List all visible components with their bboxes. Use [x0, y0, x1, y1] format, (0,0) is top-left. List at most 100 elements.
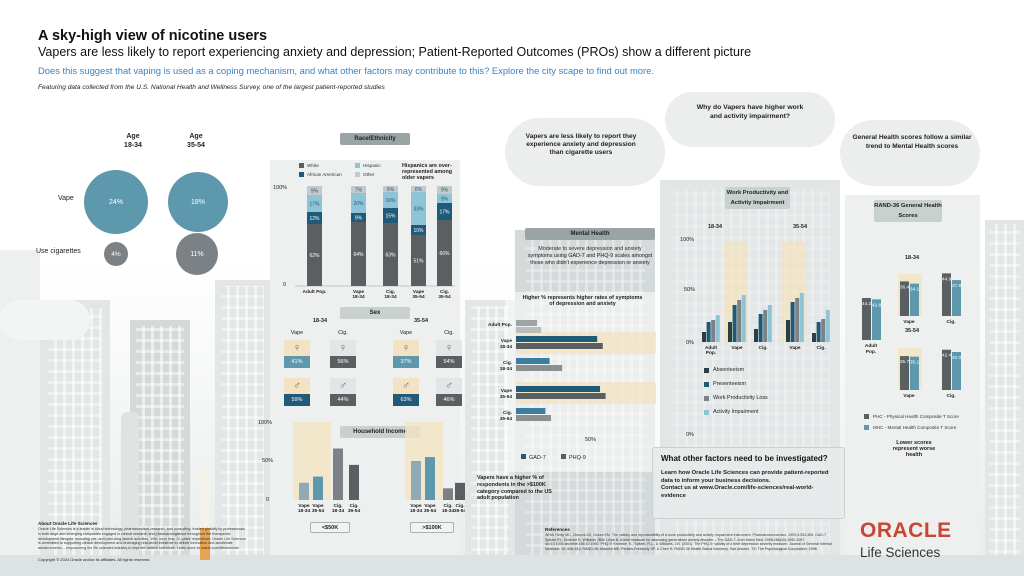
mental-tag: Mental Health [525, 228, 655, 240]
refs-body: WHAI Reilly MC, Zbrozek AS, Dukes EM. Th… [545, 533, 832, 552]
income-category: Cig. [443, 503, 452, 509]
income-category: Cig. [349, 503, 358, 509]
female-icon: ♀ [284, 340, 310, 356]
factors-body: Learn how Oracle Life Sciences can provi… [661, 470, 829, 484]
row-label-cigarettes: Use cigarettes [36, 248, 81, 255]
race-category-sub: 18-34 [352, 294, 365, 298]
legend-swatch-african-american [299, 172, 304, 177]
race-bar-label: 66% [439, 251, 450, 257]
about-head: About Oracle Life Sciences [38, 521, 98, 526]
race-bar-segment [307, 212, 322, 224]
race-bar-segment [411, 225, 426, 235]
factors-contact[interactable]: Contact us at www.Oracle.com/life-scienc… [661, 485, 836, 500]
income-bar [425, 457, 435, 500]
contact-link[interactable]: Contact us at www.Oracle.com/life-scienc… [661, 485, 814, 499]
mental-category: 18-34 [500, 366, 513, 372]
race-category: Vape [353, 289, 365, 295]
health-note: Lower scores represent worse health [892, 440, 936, 458]
work-axis-mid: 50% [684, 287, 696, 293]
work-bar [732, 305, 737, 342]
health-group-1834: 18-34 [904, 255, 920, 261]
race-bar-segment [411, 235, 426, 286]
building [985, 220, 1024, 576]
race-callout: Hispanics are over-represented among old… [402, 163, 453, 181]
work-category-sub: Pop. [706, 350, 716, 356]
legend-work-item: Absenteeism [713, 367, 745, 373]
income-category-sub: 35-54 [454, 508, 465, 514]
income-axis-bottom: 0 [266, 497, 270, 503]
race-bar-segment [437, 220, 452, 286]
legend-swatch-work [704, 368, 709, 373]
cloud [0, 300, 90, 340]
row-label-vape: Vape [58, 195, 74, 202]
sex-col-vape: Vape [399, 330, 413, 336]
age-range: 35-54 [187, 142, 205, 149]
race-bar-label: 16% [385, 198, 396, 204]
legend-african-american: African American [307, 172, 342, 177]
legend-swatch-work [704, 396, 709, 401]
race-bar-label: 51% [413, 259, 424, 265]
health-value: 35.7 [900, 359, 910, 365]
income-category: Vape [410, 503, 422, 509]
work-cloud-text: Why do Vapers have higher work and activ… [696, 104, 804, 120]
work-bar [758, 314, 763, 342]
mental-category: 35-54 [500, 394, 513, 400]
health-bar-mhc [910, 356, 919, 390]
legend-swatch-work [704, 382, 709, 387]
health-value: 40.0 [952, 355, 962, 361]
income-bar [299, 482, 309, 500]
oracle-life-sciences: Life Sciences [860, 545, 941, 560]
bubble-cig-3554: 11% [176, 233, 218, 275]
income-category-sub: 35-54 [424, 508, 437, 514]
health-category: Adult [865, 343, 878, 349]
race-bar-segment [437, 186, 452, 194]
race-bar-label: 6% [415, 187, 423, 193]
health-bar-phc [942, 349, 951, 390]
mental-category: Vape [501, 388, 513, 394]
vape-pen-illustration [121, 412, 139, 562]
about-body: Oracle Life Sciences is a leader in clou… [38, 527, 247, 551]
legend-swatch-hispanic [355, 163, 360, 168]
mental-bar-phq9 [516, 327, 542, 333]
income-axis-mid: 50% [262, 458, 274, 464]
legend-swatch-phq9 [561, 454, 566, 459]
work-bar [741, 295, 746, 342]
mental-category: Vape [501, 338, 513, 344]
work-category: Cig. [758, 345, 767, 351]
male-1834-vape: 59% [284, 394, 310, 406]
female-1834-cig: 56% [330, 356, 356, 368]
female-icon: ♀ [330, 340, 356, 356]
race-bar-label: 12% [309, 216, 320, 222]
race-category: Vape [413, 289, 425, 295]
legend-swatch-other [355, 172, 360, 177]
income-tag-50k: <$50K [310, 522, 350, 533]
mental-cloud-text: Vapers are less likely to report they ex… [525, 133, 637, 157]
page-note: Featuring data collected from the U.S. N… [38, 84, 385, 91]
health-value: 36.4 [900, 284, 910, 290]
income-bar [313, 476, 323, 500]
race-bar-segment [307, 186, 322, 195]
income-tag: Household Income [340, 426, 420, 438]
income-category-sub: 35-54 [348, 508, 361, 514]
income-category-sub: 18-34 [332, 508, 345, 514]
health-category: Cig. [946, 319, 955, 325]
page-subtitle: Vapers are less likely to report experie… [38, 45, 752, 59]
income-category: Cig. [455, 503, 464, 509]
male-icon: ♂ [393, 378, 419, 394]
health-value: 35.1 [910, 360, 920, 366]
mental-desc: Moderate to severe depression and anxiet… [527, 246, 653, 267]
race-bar-segment [411, 192, 426, 225]
race-chart: 62%12%17%9%Adult Pop.64%9%20%7%Vape18-34… [295, 186, 455, 298]
race-axis-top: 100% [273, 185, 288, 191]
legend-mhc: MHC - Mental Health Composite T Score [873, 425, 957, 430]
cloud [840, 120, 980, 186]
work-legend: Absenteeism Presenteeism Work Productivity… [700, 367, 810, 428]
income-bar [349, 464, 359, 500]
legend-swatch-white [299, 163, 304, 168]
mental-bar-gad7 [516, 408, 546, 414]
bubble-cig-1834: 4% [104, 242, 128, 266]
race-bar-label: 9% [311, 189, 319, 195]
cloud [505, 118, 665, 186]
mental-chart: Adult Pop.Vape18-34Cig.18-34Vape35-54Cig… [488, 320, 656, 461]
